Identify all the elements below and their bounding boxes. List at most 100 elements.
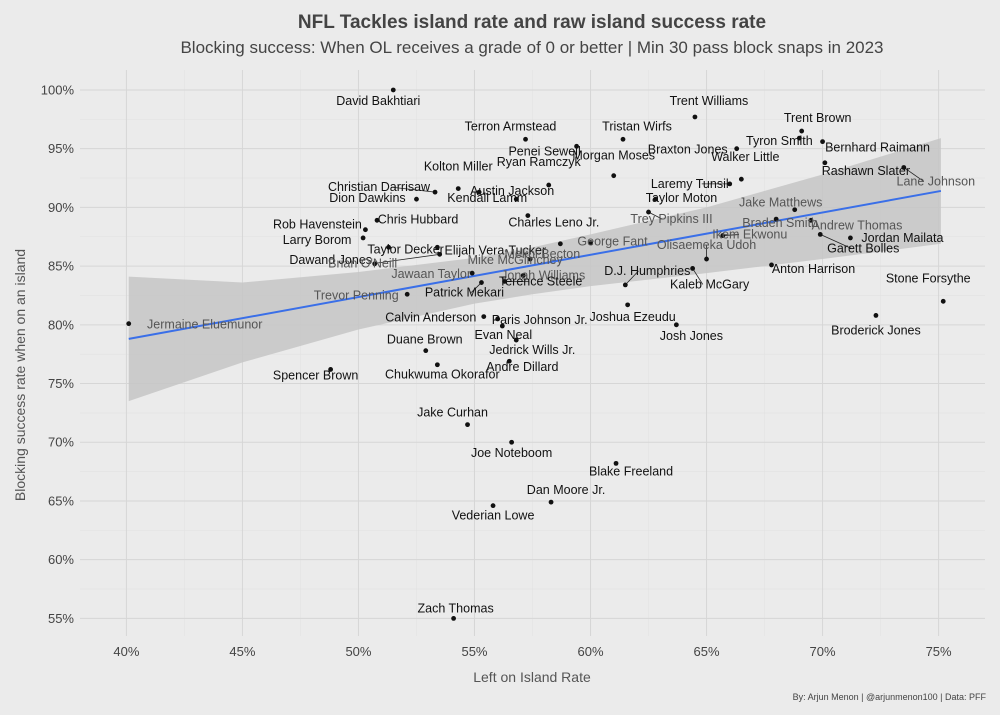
point-label: Zach Thomas xyxy=(418,601,494,615)
y-tick-label: 65% xyxy=(48,493,74,508)
point-label: Kaleb McGary xyxy=(670,277,750,291)
point-label: Elijah Vera-Tucker xyxy=(445,243,547,257)
data-point xyxy=(423,348,429,354)
label-connector xyxy=(903,167,925,182)
data-point xyxy=(796,135,802,141)
data-point xyxy=(727,181,733,187)
y-tick-label: 80% xyxy=(48,317,74,332)
label-connector xyxy=(648,211,663,220)
point-label: Anton Harrison xyxy=(772,262,855,276)
data-point xyxy=(437,251,443,257)
point-label: Paris Johnson Jr. xyxy=(492,313,588,327)
y-tick-label: 90% xyxy=(48,200,74,215)
data-point xyxy=(372,261,378,267)
data-point xyxy=(404,291,410,297)
point-label: Kolton Miller xyxy=(424,160,493,174)
point-label: Stone Forsythe xyxy=(886,271,971,285)
data-point xyxy=(822,160,828,166)
data-point xyxy=(414,196,419,202)
point-label: Joe Noteboom xyxy=(471,446,552,460)
data-point xyxy=(469,270,475,276)
point-label: Trent Brown xyxy=(784,111,852,125)
point-label: Mekhi Becton xyxy=(504,247,580,261)
data-point xyxy=(720,233,726,238)
data-points xyxy=(126,87,946,621)
point-label: Walker Little xyxy=(711,150,779,164)
data-point xyxy=(499,323,505,329)
chart-subtitle: Blocking success: When OL receives a gra… xyxy=(180,38,883,57)
data-point xyxy=(481,314,487,319)
x-tick-label: 45% xyxy=(229,644,255,659)
data-point xyxy=(692,114,698,120)
data-point xyxy=(734,146,740,152)
data-point xyxy=(479,280,484,285)
point-label: Patrick Mekari xyxy=(425,286,504,300)
point-label: Morgan Moses xyxy=(572,149,655,163)
y-tick-label: 100% xyxy=(41,82,75,97)
point-label: Jonah Williams xyxy=(501,268,585,282)
point-label: Garett Bolles xyxy=(827,241,899,255)
y-tick-label: 85% xyxy=(48,259,74,274)
point-label: D.J. Humphries xyxy=(604,264,690,278)
point-label: Laremy Tunsil xyxy=(651,177,729,191)
point-label: Jawaan Taylor xyxy=(391,267,471,281)
data-point xyxy=(792,207,798,213)
x-axis-ticks: 40% 45% 50% 55% 60% 65% 70% 75% xyxy=(113,644,952,659)
data-point xyxy=(773,216,779,222)
data-point xyxy=(646,209,651,215)
data-point xyxy=(690,266,696,271)
data-point xyxy=(625,302,631,308)
label-connector xyxy=(820,234,852,249)
data-point xyxy=(622,282,628,288)
data-point xyxy=(451,615,457,621)
data-point xyxy=(527,256,533,262)
data-point xyxy=(738,176,744,182)
data-point xyxy=(360,235,366,241)
data-point xyxy=(820,139,825,145)
data-point xyxy=(673,322,679,328)
point-label: Kendall Lamm xyxy=(447,191,527,205)
point-label: Mike McGlinchey xyxy=(468,253,564,267)
label-connector xyxy=(625,270,639,286)
label-connector xyxy=(692,268,704,285)
data-point xyxy=(620,136,626,142)
point-label: Christian Darrisaw xyxy=(328,180,431,194)
data-point xyxy=(465,422,470,428)
point-label: Joshua Ezeudu xyxy=(590,310,676,324)
data-point xyxy=(363,227,368,233)
data-point xyxy=(557,241,563,247)
point-label: Braden Smith xyxy=(742,216,818,230)
y-axis-label: Blocking success rate when on an island xyxy=(12,249,28,501)
trend-line xyxy=(128,189,942,340)
point-label: Rashawn Slater xyxy=(822,164,910,178)
data-point xyxy=(513,337,519,343)
data-point xyxy=(611,173,617,179)
point-label: Jedrick Wills Jr. xyxy=(489,343,575,357)
point-labels: David Bakhtiari Trent Williams Trent Brown… xyxy=(147,94,975,615)
data-point xyxy=(374,217,380,223)
x-tick-label: 60% xyxy=(577,644,603,659)
point-label: Trey Pipkins III xyxy=(630,212,712,226)
label-connector xyxy=(374,253,440,264)
point-label: Dan Moore Jr. xyxy=(527,483,606,497)
point-label: Calvin Anderson xyxy=(385,311,476,325)
point-label: Josh Jones xyxy=(660,329,723,343)
data-point xyxy=(455,186,461,192)
data-point xyxy=(653,196,658,202)
point-label: Evan Neal xyxy=(474,328,532,342)
point-label: Tyron Smith xyxy=(746,134,813,148)
y-tick-label: 95% xyxy=(48,141,74,156)
point-label: Dawand Jones xyxy=(289,253,372,267)
data-point xyxy=(901,165,907,170)
data-point xyxy=(513,196,519,202)
point-label: Tristan Wirfs xyxy=(602,119,672,133)
point-label: Larry Borom xyxy=(283,233,352,247)
y-axis-ticks: 55% 60% 65% 70% 75% 80% 85% 90% 95% 100% xyxy=(41,82,75,625)
point-label: Jake Matthews xyxy=(739,196,822,210)
data-point xyxy=(432,189,438,195)
x-tick-label: 65% xyxy=(694,644,720,659)
point-label: Spencer Brown xyxy=(273,368,359,382)
label-connector xyxy=(722,234,740,236)
data-point xyxy=(328,367,334,372)
